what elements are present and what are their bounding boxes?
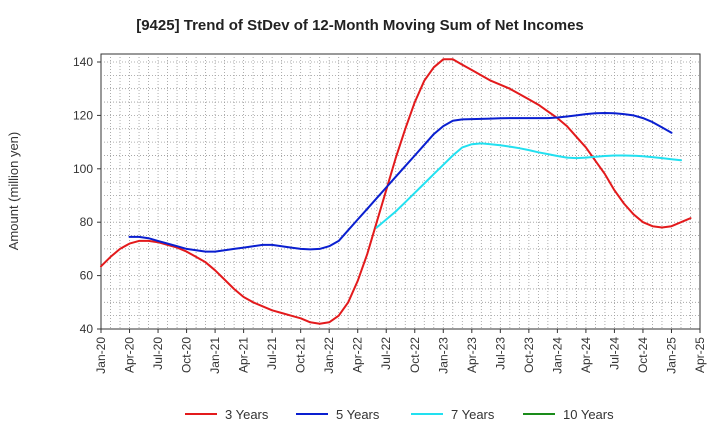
x-tick-label: Apr-21	[237, 337, 251, 373]
chart-title: [9425] Trend of StDev of 12-Month Moving…	[136, 17, 584, 34]
x-tick-label: Apr-23	[465, 337, 479, 373]
x-tick-label: Jan-21	[208, 337, 222, 374]
x-tick-label: Apr-25	[693, 337, 707, 373]
y-tick-label: 80	[80, 215, 94, 229]
x-tick-label: Jul-22	[379, 337, 393, 370]
legend-label-10-years: 10 Years	[563, 407, 614, 422]
plot-area	[100, 53, 701, 330]
y-tick-label: 40	[80, 322, 94, 336]
x-axis-ticks: Jan-20 Apr-20 Jul-20 Oct-20 Jan-21 Apr-21 Jul-…	[94, 329, 707, 374]
x-tick-label: Jul-21	[265, 337, 279, 370]
legend-label-7-years: 7 Years	[451, 407, 495, 422]
x-tick-label: Oct-22	[408, 337, 422, 373]
y-tick-label: 140	[73, 55, 93, 69]
x-tick-label: Jul-20	[151, 337, 165, 370]
y-tick-label: 120	[73, 108, 93, 122]
x-tick-label: Apr-22	[351, 337, 365, 373]
x-tick-label: Jul-24	[607, 337, 621, 370]
x-tick-label: Jan-25	[664, 337, 678, 374]
series-line-7-years	[375, 142, 682, 229]
x-tick-label: Oct-21	[294, 337, 308, 373]
grid-lines	[101, 54, 700, 329]
x-tick-label: Jan-24	[550, 337, 564, 374]
series-line-5-years	[128, 112, 673, 253]
y-axis-ticks: 40 60 80 100 120 140	[73, 55, 101, 336]
x-tick-label: Apr-20	[123, 337, 137, 373]
y-tick-label: 100	[73, 162, 93, 176]
x-tick-label: Apr-24	[579, 337, 593, 373]
legend-label-5-years: 5 Years	[336, 407, 380, 422]
x-tick-label: Jul-23	[493, 337, 507, 370]
y-axis-label: Amount (million yen)	[6, 132, 21, 251]
x-tick-label: Jan-22	[322, 337, 336, 374]
x-tick-label: Oct-23	[522, 337, 536, 373]
x-tick-label: Jan-23	[436, 337, 450, 374]
x-tick-label: Oct-20	[180, 337, 194, 373]
legend: 3 Years 5 Years 7 Years 10 Years	[185, 407, 614, 422]
legend-label-3-years: 3 Years	[225, 407, 269, 422]
series-lines	[100, 58, 692, 325]
y-tick-label: 60	[80, 269, 94, 283]
x-tick-label: Jan-20	[94, 337, 108, 374]
x-tick-label: Oct-24	[636, 337, 650, 373]
